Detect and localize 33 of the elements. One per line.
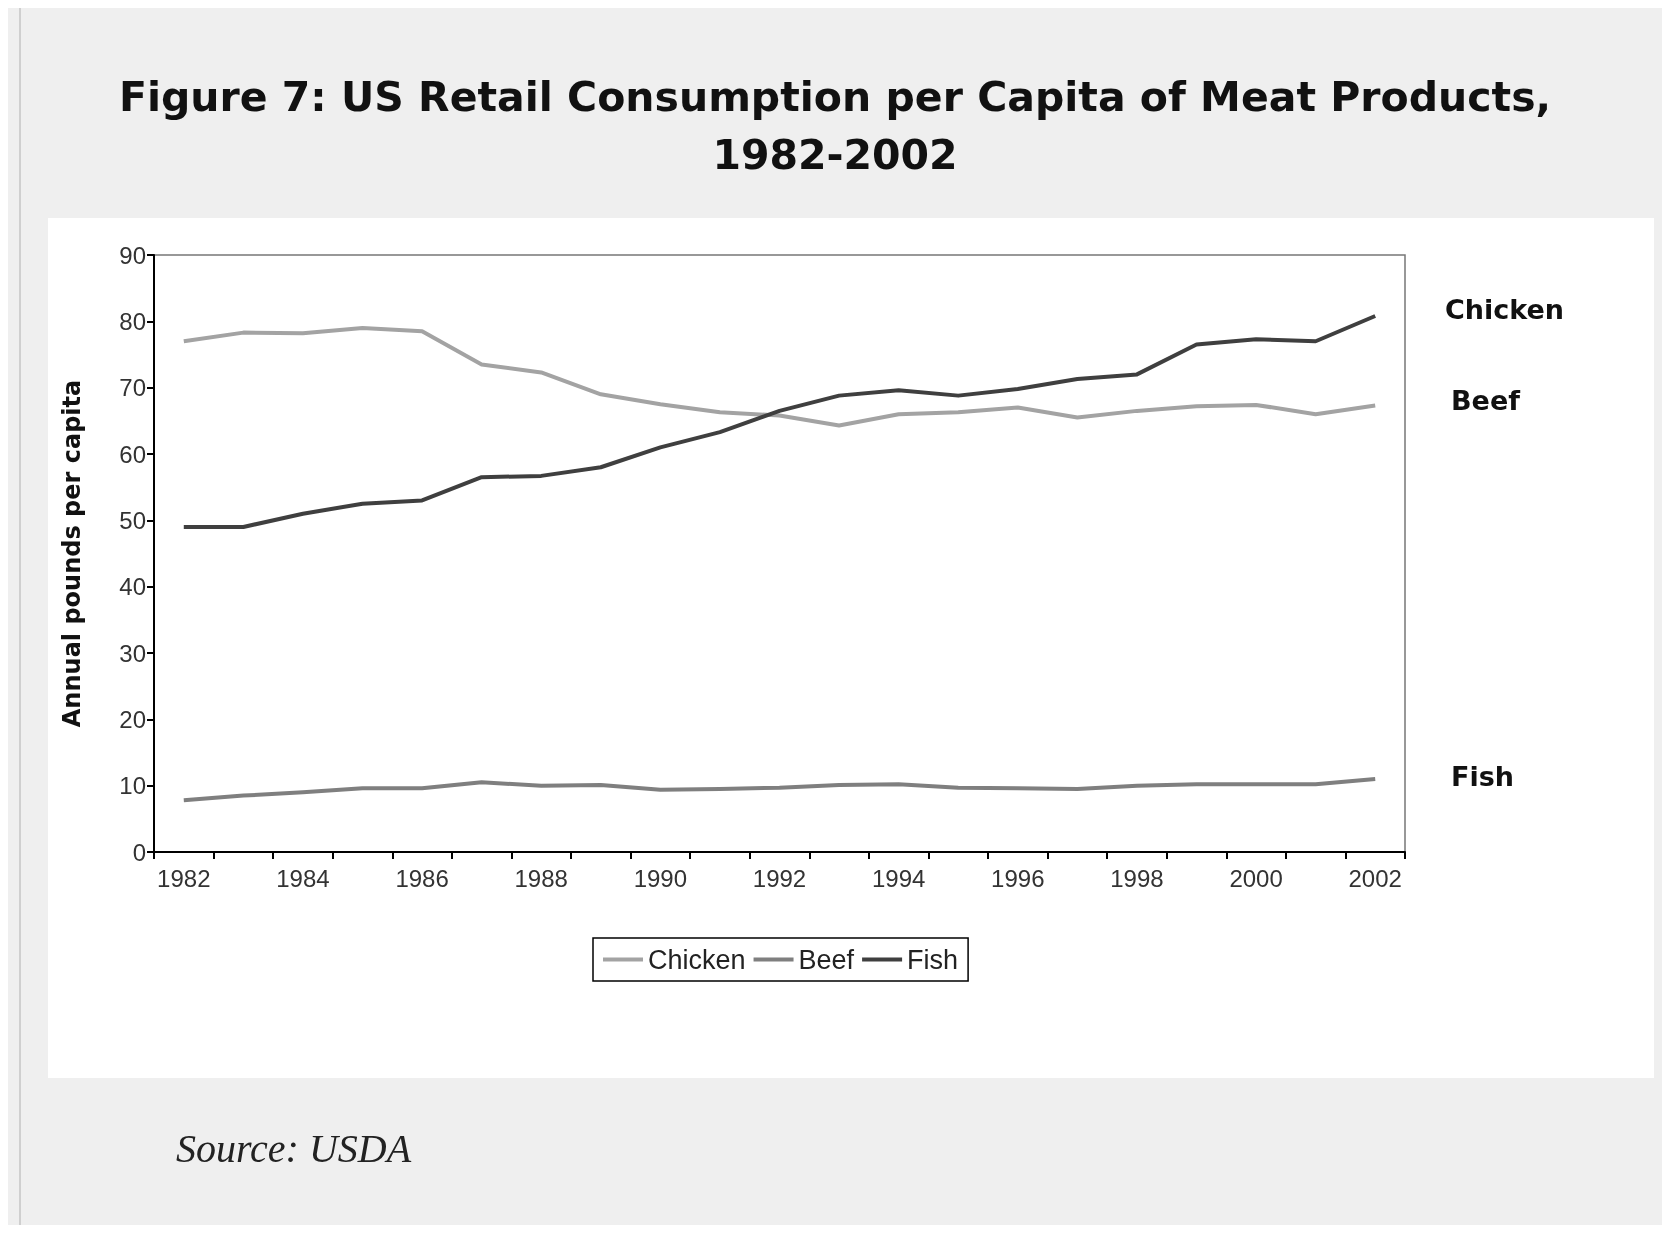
chart-title: Figure 7: US Retail Consumption per Capita of Meat Products, 1982-2002 xyxy=(118,73,1552,179)
x-tick-label: 1982 xyxy=(157,864,211,892)
y-tick-label: 80 xyxy=(119,307,146,335)
x-tick-label: 1994 xyxy=(871,864,926,892)
text: Chicken xyxy=(1445,293,1565,325)
x-tick-label: 1996 xyxy=(991,864,1045,892)
text: Fish xyxy=(1451,760,1514,792)
x-tick-label: 1992 xyxy=(752,864,807,892)
y-tick-label: 70 xyxy=(119,374,146,402)
y-tick-label: 0 xyxy=(132,838,146,866)
y-tick-label: 90 xyxy=(119,241,146,269)
y-axis-title: Annual pounds per capita xyxy=(58,379,86,728)
x-tick-label: 2000 xyxy=(1229,864,1283,892)
x-tick-label: 2002 xyxy=(1348,864,1402,892)
x-tick-label: 1988 xyxy=(514,864,568,892)
source-note: Source: USDA xyxy=(176,1125,412,1171)
legend-label: Fish xyxy=(907,944,959,975)
line-series xyxy=(181,777,1378,803)
line-series xyxy=(181,314,1378,529)
x-tick-label: 1990 xyxy=(633,864,688,892)
y-tick-label: 30 xyxy=(119,639,146,667)
x-tick-label: 1986 xyxy=(395,864,449,892)
y-tick-label: 40 xyxy=(119,573,146,601)
y-tick-label: 20 xyxy=(119,705,146,733)
x-tick-label: 1984 xyxy=(276,864,330,892)
text: Beef xyxy=(1451,384,1521,416)
legend-label: Beef xyxy=(798,944,855,975)
legend-label: Chicken xyxy=(648,944,746,975)
line-series xyxy=(181,325,1378,428)
x-tick-label: 1998 xyxy=(1110,864,1164,892)
y-tick-label: 10 xyxy=(119,772,146,800)
y-tick-label: 60 xyxy=(119,440,146,468)
y-tick-label: 50 xyxy=(119,506,146,534)
